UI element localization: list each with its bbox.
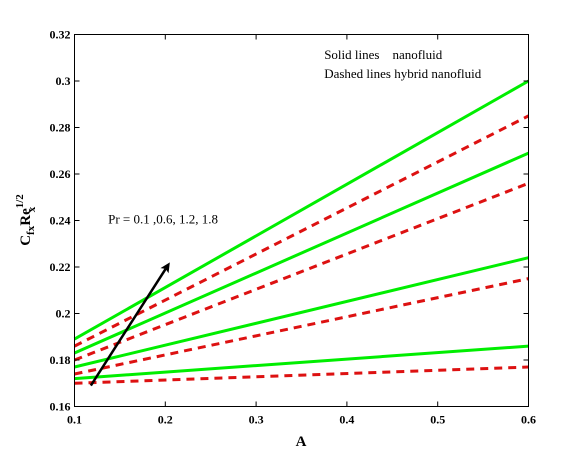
pr-arrow-head	[160, 262, 170, 274]
y-axis-label-sub1: fx	[25, 225, 37, 235]
y-axis-label: CfxRe1/2x	[14, 194, 38, 246]
y-tick-label: 0.24	[50, 214, 71, 228]
ticks-layer: 0.1 0.2 0.3 0.4 0.5 0.6 0.16 0.18 0.2 0.22 0.24 0.2…	[50, 28, 537, 427]
legend-solid-lines: Solid lines nanofluid	[324, 47, 443, 62]
y-axis-label-main: C	[18, 235, 34, 246]
dashed-line-2	[74, 365, 529, 385]
x-tick-label: 0.5	[430, 413, 445, 427]
x-tick-label: 0.4	[339, 413, 354, 427]
y-tick-label: 0.2	[56, 307, 71, 321]
y-tick-label: 0.26	[50, 167, 71, 181]
y-tick-label: 0.16	[50, 400, 71, 414]
y-tick-label: 0.22	[50, 260, 71, 274]
y-tick-label: 0.3	[56, 74, 71, 88]
pr-annotation: Pr = 0.1 ,0.6, 1.2, 1.8	[108, 211, 218, 226]
series-layer	[73, 79, 530, 385]
dashed-line-4	[74, 277, 529, 376]
y-axis-label-mid: Re	[18, 208, 34, 226]
y-tick-label: 0.28	[50, 121, 71, 135]
solid-line-3	[74, 256, 529, 369]
pr-arrow	[89, 262, 170, 387]
dashed-line-8	[73, 114, 530, 348]
solid-line-1	[74, 344, 529, 381]
dashed-line-6	[73, 181, 530, 362]
solid-line-5	[73, 151, 530, 355]
y-tick-label: 0.32	[50, 28, 71, 42]
x-tick-label: 0.3	[249, 413, 264, 427]
x-tick-label: 0.6	[521, 413, 536, 427]
x-tick-label: 0.2	[158, 413, 173, 427]
legend-dashed-lines: Dashed lines hybrid nanofluid	[324, 66, 482, 81]
y-tick-label: 0.18	[50, 353, 71, 367]
pr-arrow-shaft	[89, 268, 167, 387]
x-tick-label: 0.1	[67, 413, 82, 427]
y-axis-label-sup: 1/2	[14, 194, 26, 209]
solid-line-7	[73, 79, 530, 341]
x-axis-label: A	[296, 434, 307, 450]
y-axis-label-sub2: x	[26, 206, 38, 212]
